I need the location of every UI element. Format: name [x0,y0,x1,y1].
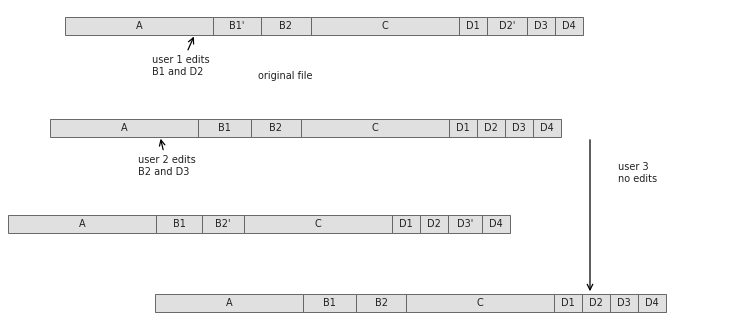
Text: B1': B1' [230,21,244,31]
Bar [533,119,561,137]
Bar [610,294,638,312]
Text: B2: B2 [280,21,292,31]
Text: C: C [372,123,378,133]
Text: D1: D1 [466,21,480,31]
Bar [554,294,582,312]
Bar [155,294,303,312]
Text: D3: D3 [534,21,548,31]
Bar [356,294,406,312]
Bar [477,119,505,137]
Text: D2': D2' [499,21,515,31]
Text: A: A [79,219,85,229]
Bar [459,17,487,35]
Text: D2: D2 [427,219,441,229]
Text: D3: D3 [617,298,631,308]
Text: C: C [477,298,484,308]
Text: D1: D1 [561,298,575,308]
Text: user 3
no edits: user 3 no edits [618,162,657,184]
Bar [406,294,554,312]
Bar [449,119,477,137]
Text: C: C [382,21,389,31]
Bar [301,119,449,137]
Bar [213,17,261,35]
Text: D4: D4 [645,298,659,308]
Text: A: A [121,123,127,133]
Bar [420,215,448,233]
Text: D2: D2 [589,298,603,308]
Bar [65,17,213,35]
Text: D4: D4 [489,219,503,229]
Bar [527,17,555,35]
Text: B2: B2 [269,123,283,133]
Bar [311,17,459,35]
Text: user 1 edits
B1 and D2: user 1 edits B1 and D2 [152,38,210,77]
Bar [198,119,251,137]
Bar [244,215,392,233]
Text: C: C [314,219,322,229]
Text: original file: original file [258,71,313,81]
Bar [392,215,420,233]
Text: B2': B2' [215,219,231,229]
Bar [638,294,666,312]
Bar [202,215,244,233]
Text: D1: D1 [399,219,413,229]
Bar [555,17,583,35]
Text: D3: D3 [512,123,526,133]
Text: A: A [135,21,142,31]
Text: B1: B1 [323,298,336,308]
Text: A: A [226,298,233,308]
Bar [261,17,311,35]
Bar [251,119,301,137]
Bar [50,119,198,137]
Text: D4: D4 [562,21,576,31]
Text: B2: B2 [375,298,387,308]
Text: user 2 edits
B2 and D3: user 2 edits B2 and D3 [138,140,196,177]
Text: D4: D4 [540,123,554,133]
Bar [448,215,482,233]
Text: D2: D2 [484,123,498,133]
Text: D3': D3' [457,219,473,229]
Bar [487,17,527,35]
Text: B1: B1 [172,219,185,229]
Bar [156,215,202,233]
Bar [505,119,533,137]
Bar [303,294,356,312]
Text: B1: B1 [218,123,231,133]
Bar [482,215,510,233]
Bar [582,294,610,312]
Bar [8,215,156,233]
Text: D1: D1 [456,123,470,133]
